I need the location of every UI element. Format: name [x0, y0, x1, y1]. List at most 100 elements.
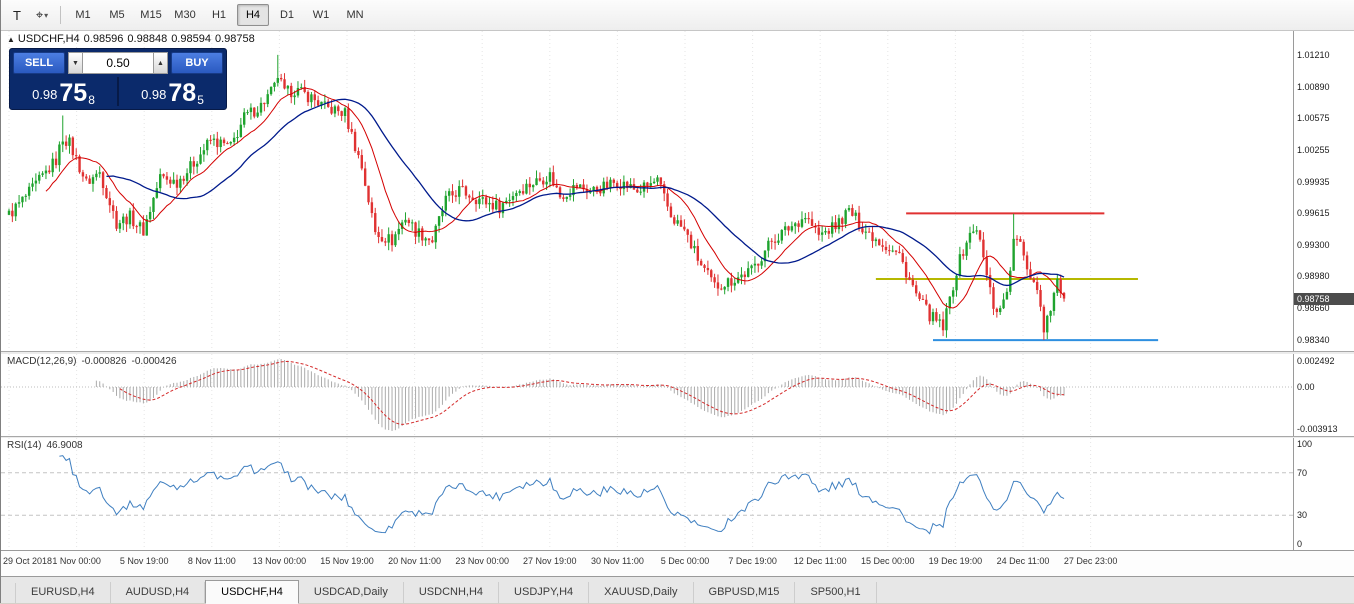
chart-icon: ▲	[7, 35, 15, 44]
chart-tab-usdcad-daily[interactable]: USDCAD,Daily	[299, 582, 404, 603]
ohlc-low: 0.98594	[171, 33, 211, 45]
price-axis[interactable]: 1.01210 1.00890 1.00575 1.00255 0.99935 0.996…	[1293, 31, 1354, 351]
buy-price-display[interactable]: 0.98 78 5	[122, 77, 223, 107]
chart-tab-usdchf-h4[interactable]: USDCHF,H4	[205, 580, 299, 604]
time-label: 8 Nov 11:00	[187, 556, 236, 566]
macd-plot[interactable]: MACD(12,26,9) -0.000826 -0.000426	[1, 353, 1293, 436]
text-tool-button[interactable]: T	[13, 7, 21, 23]
rsi-label: RSI(14) 46.9008	[7, 440, 88, 451]
timeframe-button-w1[interactable]: W1	[312, 9, 330, 21]
sell-button[interactable]: SELL	[13, 52, 65, 74]
timeframe-button-m1[interactable]: M1	[75, 9, 91, 21]
rsi-plot[interactable]: RSI(14) 46.9008	[1, 438, 1293, 550]
chart-tab-xauusd-daily[interactable]: XAUUSD,Daily	[589, 582, 694, 603]
chart-tab-eurusd-h4[interactable]: EURUSD,H4	[16, 582, 111, 603]
timeframe-button-m15[interactable]: M15	[140, 9, 162, 21]
macd-pane: MACD(12,26,9) -0.000826 -0.000426 0.002492…	[1, 353, 1354, 436]
lot-size-input[interactable]	[83, 52, 153, 74]
buy-price-prefix: 0.98	[141, 87, 167, 102]
price-divider	[117, 77, 119, 106]
rsi-canvas[interactable]	[1, 438, 1293, 550]
price-tick: 0.99615	[1297, 208, 1330, 219]
time-label: 5 Nov 19:00	[119, 556, 169, 566]
price-tick: 0.99300	[1297, 239, 1330, 250]
price-chart-canvas[interactable]	[1, 31, 1293, 351]
lot-increase-button[interactable]: ▲	[153, 52, 168, 74]
time-label: 29 Oct 2018	[3, 556, 53, 566]
macd-canvas[interactable]	[1, 353, 1293, 436]
time-axis[interactable]: 29 Oct 2018 1 Nov 00:00 5 Nov 19:00 8 Nov 1…	[1, 550, 1354, 576]
rsi-tick: 0	[1297, 539, 1303, 549]
rsi-tick: 30	[1297, 510, 1308, 521]
rsi-axis[interactable]: 100 70 30 0	[1293, 438, 1354, 550]
rsi-name: RSI(14)	[7, 440, 42, 451]
dropdown-arrow-icon: ▾	[44, 10, 49, 20]
macd-tick: 0.00	[1297, 381, 1315, 392]
sell-price-prefix: 0.98	[32, 87, 58, 102]
timeframe-button-h1[interactable]: H1	[211, 9, 227, 21]
time-label: 19 Dec 19:00	[928, 556, 983, 566]
pane-splitter[interactable]	[1, 351, 1354, 354]
rsi-value: 46.9008	[46, 440, 83, 451]
time-label: 13 Nov 00:00	[252, 556, 307, 566]
price-tick: 1.01210	[1297, 49, 1330, 60]
time-label: 1 Nov 00:00	[52, 556, 101, 566]
symbol-label: USDCHF,H4	[17, 33, 80, 45]
timeframe-button-m30[interactable]: M30	[174, 9, 196, 21]
timeframe-button-m5[interactable]: M5	[109, 9, 125, 21]
current-price-badge: 0.98758	[1294, 292, 1354, 305]
macd-value: -0.000826	[81, 355, 127, 367]
sell-price-display[interactable]: 0.98 75 8	[13, 77, 114, 107]
price-tick: 0.98340	[1297, 335, 1330, 346]
ohlc-open: 0.98596	[83, 33, 124, 45]
chart-tab-gbpusd-m15[interactable]: GBPUSD,M15	[694, 582, 796, 603]
macd-tick: -0.003913	[1297, 423, 1338, 434]
time-label: 15 Nov 19:00	[320, 556, 374, 566]
timeframe-button-h4[interactable]: H4	[237, 4, 269, 26]
main-chart-pane: ▲ USDCHF,H4 0.98596 0.98848 0.98594 0.98758 S…	[1, 31, 1354, 351]
price-tick: 1.00575	[1297, 112, 1330, 123]
rsi-tick: 100	[1297, 439, 1313, 449]
time-label: 30 Nov 11:00	[590, 556, 644, 566]
macd-signal-value: -0.000426	[131, 355, 177, 367]
macd-tick: 0.002492	[1297, 355, 1335, 366]
ohlc-high: 0.98848	[127, 33, 168, 45]
toolbar-tool-icons: T ⌖ ▾	[5, 3, 55, 27]
buy-price-pipette: 5	[197, 93, 204, 107]
chart-tab-sp500-h1[interactable]: SP500,H1	[795, 582, 877, 603]
crosshair-tool-button[interactable]: ⌖ ▾	[35, 7, 49, 22]
tab-bar-spacer	[1, 583, 16, 603]
time-label: 27 Dec 23:00	[1063, 556, 1118, 566]
time-label: 24 Dec 11:00	[996, 556, 1050, 566]
ohlc-close: 0.98758	[214, 33, 255, 45]
price-tick: 1.00890	[1297, 81, 1330, 92]
timeframe-button-mn[interactable]: MN	[346, 9, 364, 21]
time-label: 7 Dec 19:00	[728, 556, 777, 566]
time-label: 15 Dec 00:00	[861, 556, 915, 566]
chart-tab-usdjpy-h4[interactable]: USDJPY,H4	[499, 582, 590, 603]
rsi-pane: RSI(14) 46.9008 100 70 30 0	[1, 438, 1354, 550]
chart-tab-usdcnh-h4[interactable]: USDCNH,H4	[404, 582, 500, 603]
chart-tab-bar: EURUSD,H4 AUDUSD,H4 USDCHF,H4 USDCAD,Daily U…	[1, 576, 1354, 604]
timeframe-toolbar: T ⌖ ▾ M1 M5 M15 M30 H1 H4 D1 W1 MN	[1, 0, 1354, 31]
macd-label: MACD(12,26,9) -0.000826 -0.000426	[7, 356, 182, 367]
chart-tab-audusd-h4[interactable]: AUDUSD,H4	[111, 582, 206, 603]
time-label: 5 Dec 00:00	[660, 556, 710, 566]
rsi-tick: 70	[1297, 467, 1308, 478]
price-chart-plot[interactable]: ▲ USDCHF,H4 0.98596 0.98848 0.98594 0.98758 S…	[1, 31, 1293, 351]
buy-button[interactable]: BUY	[171, 52, 223, 74]
pane-splitter[interactable]	[1, 435, 1354, 438]
lot-decrease-button[interactable]: ▼	[68, 52, 83, 74]
timeframe-button-d1[interactable]: D1	[279, 9, 295, 21]
time-label: 27 Nov 19:00	[523, 556, 577, 566]
time-label: 12 Dec 11:00	[793, 556, 847, 566]
sell-price-pipette: 8	[88, 93, 95, 107]
price-tick: 0.99935	[1297, 176, 1330, 187]
price-tick: 0.98660	[1297, 303, 1330, 314]
lot-size-control: ▼ ▲	[68, 52, 168, 74]
buy-price-big-digits: 78	[168, 79, 197, 107]
chart-ohlc-title: ▲ USDCHF,H4 0.98596 0.98848 0.98594 0.98758	[7, 33, 259, 45]
price-tick: 0.98980	[1297, 271, 1330, 282]
macd-axis[interactable]: 0.002492 0.00 -0.003913	[1293, 353, 1354, 436]
